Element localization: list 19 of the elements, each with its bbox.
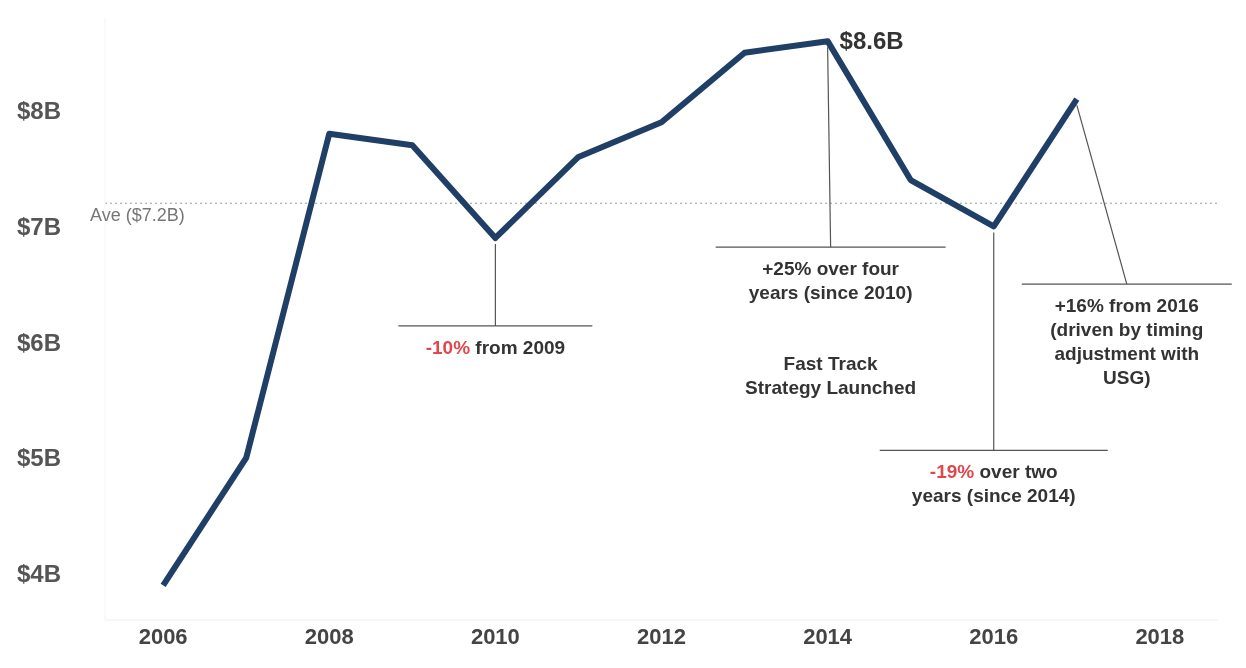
annotation: -10% from 2009: [425, 336, 566, 358]
y-tick-label: $5B: [17, 444, 62, 472]
x-tick-label: 2008: [304, 623, 354, 649]
annotation: -19% over two years (since 2014): [911, 461, 1076, 507]
y-tick-label: $7B: [17, 212, 62, 240]
y-tick-label: $8B: [17, 97, 62, 125]
x-tick-label: 2010: [470, 623, 520, 649]
x-tick-label: 2016: [969, 623, 1019, 649]
annotation: +16% from 2016 (driven by timing adjustment with USG): [1050, 295, 1204, 389]
x-tick-label: 2014: [803, 623, 853, 649]
annotation: Fast Track Strategy Launched: [745, 353, 917, 399]
y-tick-label: $4B: [17, 560, 62, 588]
annotation: $8.6B: [839, 27, 904, 55]
x-tick-label: 2012: [637, 623, 686, 649]
annotation: +25% over four years (since 2010): [748, 258, 913, 304]
x-tick-label: 2018: [1135, 623, 1185, 649]
ref-line-label: Ave ($7.2B): [90, 205, 185, 226]
x-tick-label: 2006: [138, 623, 188, 649]
y-tick-label: $6B: [17, 328, 62, 356]
